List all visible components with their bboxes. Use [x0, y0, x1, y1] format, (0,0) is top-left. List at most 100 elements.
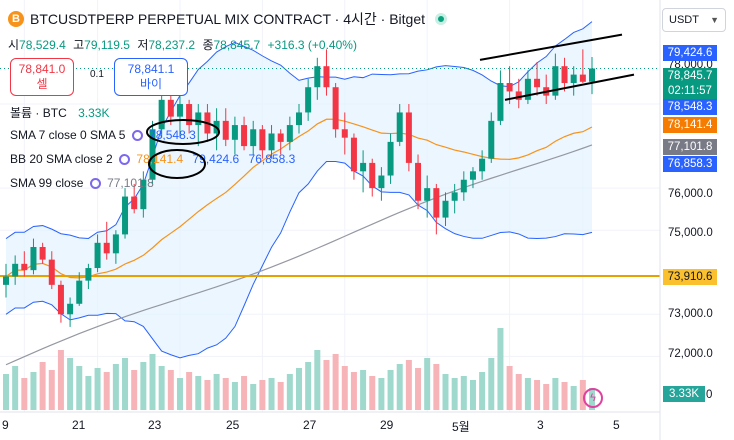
candle-body [369, 162, 376, 189]
settings-icon[interactable] [131, 130, 143, 142]
sma99-indicator-row[interactable]: SMA 99 close 77,101.8 [10, 176, 154, 190]
candle-body [323, 66, 330, 88]
bb-basis-line [5, 118, 593, 279]
volume-bar [21, 378, 28, 410]
time-tick: 5월 [452, 420, 470, 434]
change-value: +316.3 (+0.40%) [267, 38, 357, 52]
volume-bar [39, 362, 46, 410]
candle-body [488, 120, 495, 159]
volume-bar [286, 374, 293, 410]
candle-body [424, 188, 431, 201]
volume-bar [479, 372, 486, 410]
volume-bar [76, 366, 83, 410]
upper-band-tag: 79,424.6 [663, 45, 717, 61]
volume-bar [424, 358, 431, 410]
candle-body [277, 133, 284, 142]
bollinger-upper-line [5, 21, 593, 240]
channel-upper-line [479, 33, 623, 61]
time-tick: 27 [303, 418, 317, 432]
symbol-title[interactable]: BTCUSDTPERP PERPETUAL MIX CONTRACT · 4시간… [30, 11, 426, 27]
time-tick: 25 [226, 418, 240, 432]
bb-lower-value: 76,858.3 [248, 152, 296, 166]
candle-body [250, 129, 257, 147]
candle-body [305, 87, 312, 113]
candle-body [67, 303, 74, 315]
volume-bar [241, 376, 248, 410]
volume-bar [488, 358, 495, 410]
time-tick: 23 [148, 418, 162, 432]
candles [3, 49, 595, 327]
settings-icon[interactable] [89, 178, 101, 190]
bollinger-bands [5, 21, 593, 359]
volume-bar [195, 376, 202, 410]
volume-bar [534, 380, 541, 410]
open-label: 시 [8, 38, 20, 52]
sell-label: 셀 [36, 77, 48, 91]
volume-bars [3, 328, 595, 410]
candle-body [12, 263, 19, 277]
volume-bar [332, 354, 339, 410]
buy-price: 78,841.1 [127, 62, 175, 76]
annotation-ellipse [148, 149, 206, 179]
close-value: 78,845.7 [213, 38, 261, 52]
sma99-value: 77,101.8 [107, 176, 154, 190]
volume-indicator-row[interactable]: 볼륨 · BTC 3.33K [10, 104, 109, 121]
volume-bar [12, 366, 19, 410]
volume-bar [469, 380, 476, 410]
volume-bar [167, 370, 174, 410]
volume-bar [579, 380, 586, 410]
time-tick: 21 [72, 418, 86, 432]
candle-body [48, 259, 55, 285]
candle-body [360, 162, 367, 172]
candle-body [259, 129, 266, 151]
volume-bar [131, 370, 138, 410]
candle-body [195, 112, 202, 126]
open-value: 78,529.4 [19, 38, 66, 52]
volume-value: 3.33K [78, 106, 110, 120]
volume-bar [30, 372, 37, 410]
volume-bar [497, 328, 504, 410]
candle-body [241, 125, 248, 147]
volume-bar [103, 372, 110, 410]
volume-bar [268, 378, 275, 410]
time-tick: 5 [613, 418, 620, 432]
candle-body [76, 280, 83, 304]
candle-body [131, 196, 138, 210]
buy-label: 바이 [139, 77, 163, 91]
volume-bar [85, 376, 92, 410]
volume-bar [250, 384, 257, 410]
time-tick: 3 [537, 418, 544, 432]
currency-value: USDT [669, 14, 699, 26]
currency-select[interactable]: USDT ▼ [662, 8, 726, 32]
sell-button[interactable]: 78,841.0 셀 [10, 58, 74, 96]
sma7-indicator-row[interactable]: SMA 7 close 0 SMA 5 78,548.3 [10, 128, 196, 142]
volume-bar [176, 378, 183, 410]
volume-bar [296, 368, 302, 410]
candle-body [497, 83, 504, 121]
volume-bar [561, 382, 568, 410]
candle-body [39, 247, 46, 260]
volume-bar [360, 370, 367, 410]
candle-body [552, 66, 559, 96]
volume-bar [149, 354, 156, 410]
buy-button[interactable]: 78,841.1 바이 [114, 58, 188, 96]
bb-indicator-row[interactable]: BB 20 SMA close 2 78,141.4 79,424.6 76,8… [10, 152, 295, 166]
volume-bar [415, 368, 422, 410]
volume-bar [369, 376, 376, 410]
volume-bar [387, 370, 394, 410]
volume-bar [506, 366, 513, 410]
low-label: 저 [137, 38, 149, 52]
candle-body [85, 268, 92, 281]
volume-bar [122, 358, 129, 410]
candle-body [524, 78, 531, 100]
settings-icon[interactable] [119, 154, 131, 166]
ohlc-legend: 시78,529.4 고79,119.5 저78,237.2 종78,845.7 … [8, 36, 361, 53]
sma7-label: SMA 7 close 0 SMA 5 [10, 128, 126, 142]
volume-tag: 3.33K [663, 386, 705, 402]
candle-body [442, 200, 449, 218]
candle-body [350, 137, 357, 172]
lightning-icon[interactable]: ϟ [583, 388, 603, 408]
candle-body [176, 104, 183, 117]
last-price-tag: 78,845.7 [663, 68, 717, 84]
